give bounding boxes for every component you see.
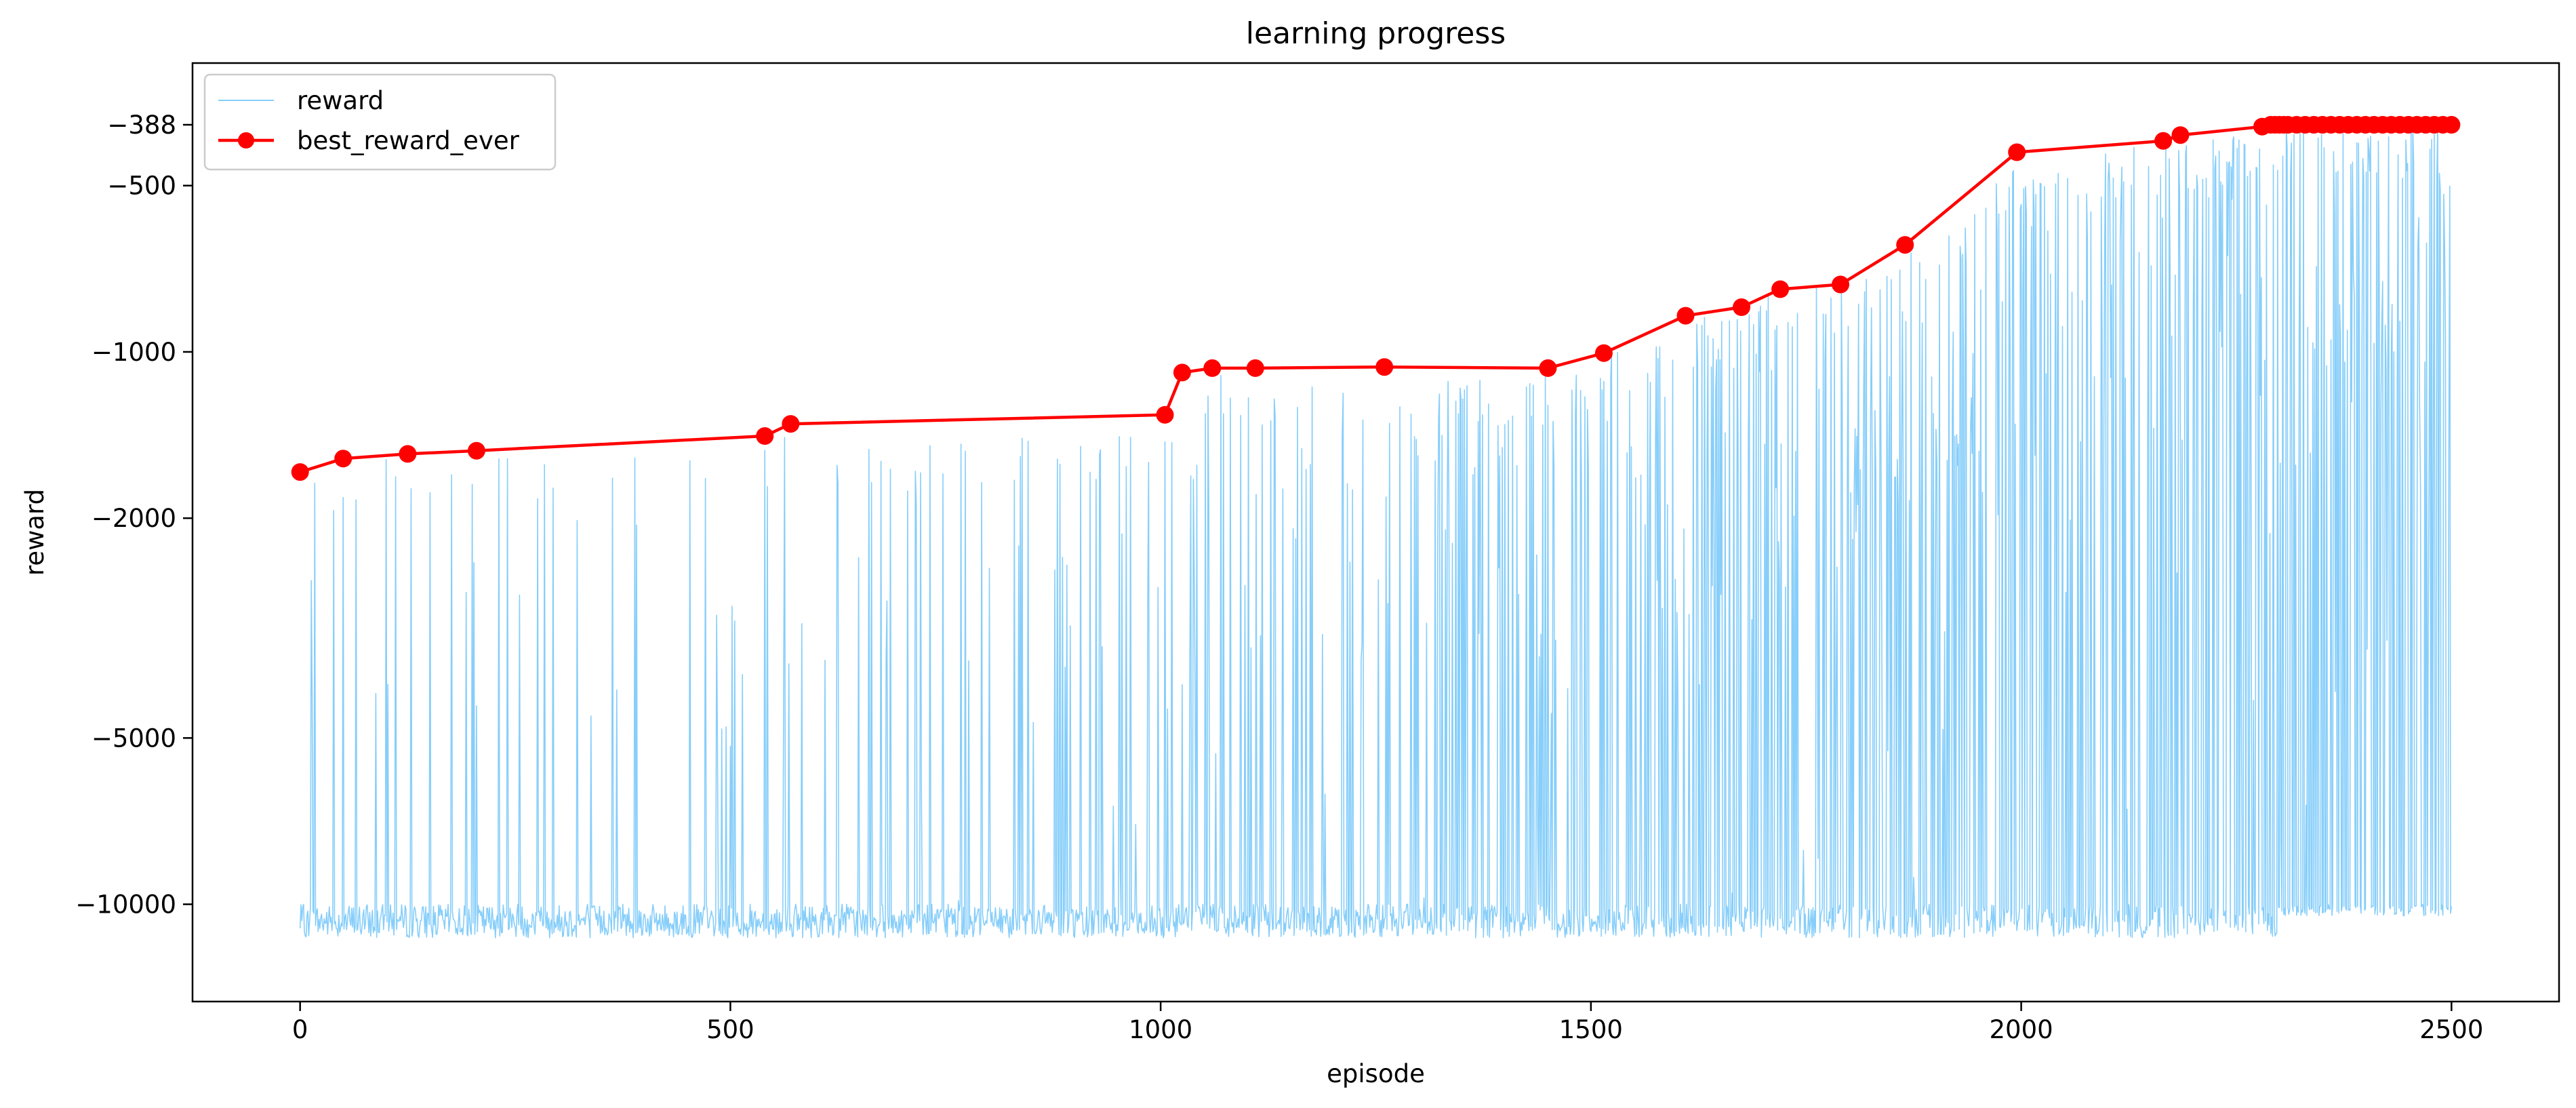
- y-tick-label: −10000: [75, 890, 176, 919]
- best-reward-ever-point: [467, 441, 485, 460]
- y-axis: −388 −500 −1000 −2000 −5000 −10000: [75, 111, 193, 919]
- best-reward-ever-point: [1173, 363, 1191, 382]
- best-reward-ever-point: [782, 415, 800, 433]
- best-reward-ever-point: [2442, 116, 2461, 134]
- y-tick-label: −2000: [92, 504, 176, 533]
- best-reward-ever-point: [1832, 275, 1849, 294]
- x-axis: 0 500 1000 1500 2000 2500: [292, 1002, 2483, 1044]
- x-tick-label: 1000: [1129, 1015, 1192, 1044]
- legend-best-label: best_reward_ever: [297, 126, 520, 155]
- best-reward-ever-point: [2008, 143, 2026, 161]
- legend-reward-label: reward: [297, 86, 384, 115]
- best-reward-ever-point: [2171, 126, 2190, 144]
- best-reward-ever-point: [291, 463, 309, 481]
- legend-best-marker: [238, 132, 254, 149]
- best-reward-ever-point: [1771, 280, 1790, 298]
- x-tick-label: 2500: [2419, 1015, 2483, 1044]
- legend: reward best_reward_ever: [203, 73, 557, 171]
- reward-line: [299, 125, 2453, 938]
- best-reward-ever-point: [756, 427, 774, 445]
- best-reward-ever-point: [1375, 358, 1394, 376]
- reward-series: [299, 125, 2453, 938]
- best-reward-ever-point: [1156, 405, 1174, 424]
- legend-box: [203, 73, 557, 171]
- best-reward-ever-point: [1676, 306, 1695, 325]
- best-reward-ever-point: [1733, 298, 1750, 316]
- best-reward-ever-point: [399, 445, 417, 463]
- best-reward-ever-series: [291, 116, 2461, 481]
- best-reward-ever-point: [334, 450, 353, 468]
- best-reward-ever-point: [1896, 236, 1914, 254]
- x-tick-label: 1500: [1559, 1015, 1623, 1044]
- plot-frame: [191, 62, 2560, 1003]
- y-tick-label: −1000: [92, 338, 176, 367]
- x-axis-label: episode: [1327, 1059, 1425, 1088]
- x-tick-label: 0: [292, 1015, 308, 1044]
- best-reward-ever-point: [2154, 132, 2173, 150]
- best-reward-ever-point: [1539, 359, 1557, 377]
- x-tick-label: 500: [706, 1015, 754, 1044]
- y-tick-label: −500: [107, 172, 176, 201]
- chart-title: learning progress: [1246, 16, 1506, 51]
- best-reward-ever-point: [1594, 344, 1613, 362]
- y-axis-label: reward: [20, 489, 49, 576]
- y-tick-label: −388: [107, 111, 176, 140]
- x-tick-label: 2000: [1990, 1015, 2053, 1044]
- best-reward-ever-point: [1203, 359, 1222, 377]
- y-tick-label: −5000: [92, 724, 176, 753]
- best-reward-ever-point: [1246, 359, 1264, 377]
